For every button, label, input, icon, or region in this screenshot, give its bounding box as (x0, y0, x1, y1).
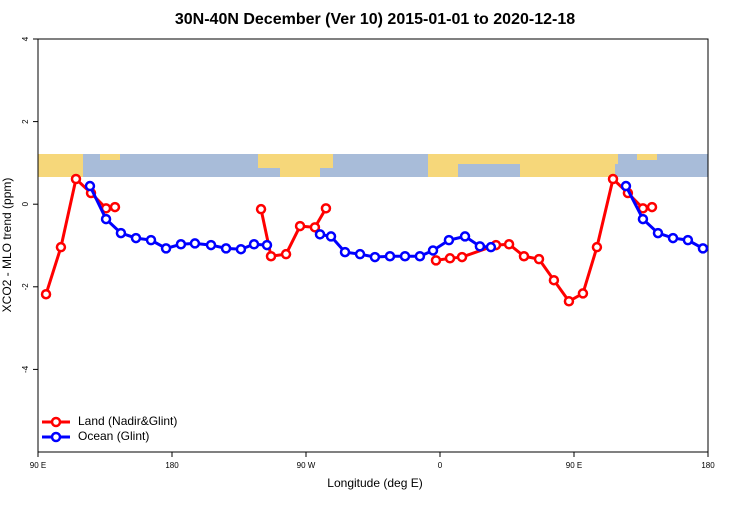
x-axis-label: Longitude (deg E) (327, 476, 422, 490)
y-tick-label: 2 (21, 119, 30, 124)
point (399, 250, 411, 262)
y-tick-label: -2 (21, 283, 30, 291)
point (189, 238, 201, 249)
point (474, 241, 486, 252)
point (280, 248, 292, 260)
point (205, 239, 217, 251)
point (265, 250, 277, 262)
point (40, 288, 52, 300)
x-tick-label: 90 E (566, 461, 582, 470)
legend-label: Land (Nadir&Glint) (78, 414, 177, 428)
point (443, 234, 455, 246)
point (354, 248, 366, 260)
point (220, 243, 232, 254)
point (100, 213, 112, 225)
point (70, 173, 82, 185)
point (456, 251, 468, 263)
x-tick-label: 90 E (30, 461, 46, 470)
point (369, 251, 381, 263)
legend-marker (50, 416, 62, 428)
point (485, 241, 497, 253)
point (577, 288, 589, 299)
point (309, 222, 321, 233)
point (427, 245, 439, 256)
legend-marker (50, 431, 62, 443)
point (325, 231, 337, 242)
map-strip (38, 154, 708, 177)
point (503, 239, 515, 250)
point (145, 234, 157, 246)
point (667, 232, 679, 244)
point (255, 203, 267, 215)
point (563, 296, 575, 307)
point (518, 250, 530, 262)
point (646, 201, 658, 213)
point (109, 201, 121, 213)
point (248, 239, 260, 250)
point (637, 213, 649, 225)
point (620, 180, 632, 192)
point (320, 203, 332, 214)
point (697, 243, 709, 254)
point (115, 227, 127, 239)
point (294, 220, 306, 232)
chart-title: 30N-40N December (Ver 10) 2015-01-01 to … (175, 11, 575, 28)
x-tick-label: 0 (438, 461, 443, 470)
x-tick-label: 180 (165, 461, 179, 470)
plot-frame (37, 38, 709, 453)
y-tick-label: -4 (21, 365, 30, 373)
point (430, 255, 442, 266)
point (444, 253, 456, 264)
legend-label: Ocean (Glint) (78, 429, 149, 443)
point (414, 250, 426, 262)
point (84, 180, 96, 192)
point (533, 253, 545, 265)
point (160, 243, 172, 254)
y-axis-label: XCO2 - MLO trend (ppm) (0, 178, 14, 313)
point (314, 229, 326, 240)
point (384, 250, 396, 262)
point (591, 241, 603, 253)
x-tick-label: 180 (701, 461, 715, 470)
point (55, 241, 67, 253)
point (261, 239, 273, 251)
y-tick-label: 4 (21, 36, 30, 41)
point (682, 234, 694, 246)
y-tick-label: 0 (21, 201, 30, 206)
point (339, 246, 351, 258)
point (459, 231, 471, 242)
point (130, 232, 142, 244)
point (652, 227, 664, 239)
point (235, 243, 247, 255)
point (548, 274, 560, 286)
point (175, 239, 187, 250)
x-tick-label: 90 W (297, 461, 316, 470)
point (607, 173, 619, 185)
